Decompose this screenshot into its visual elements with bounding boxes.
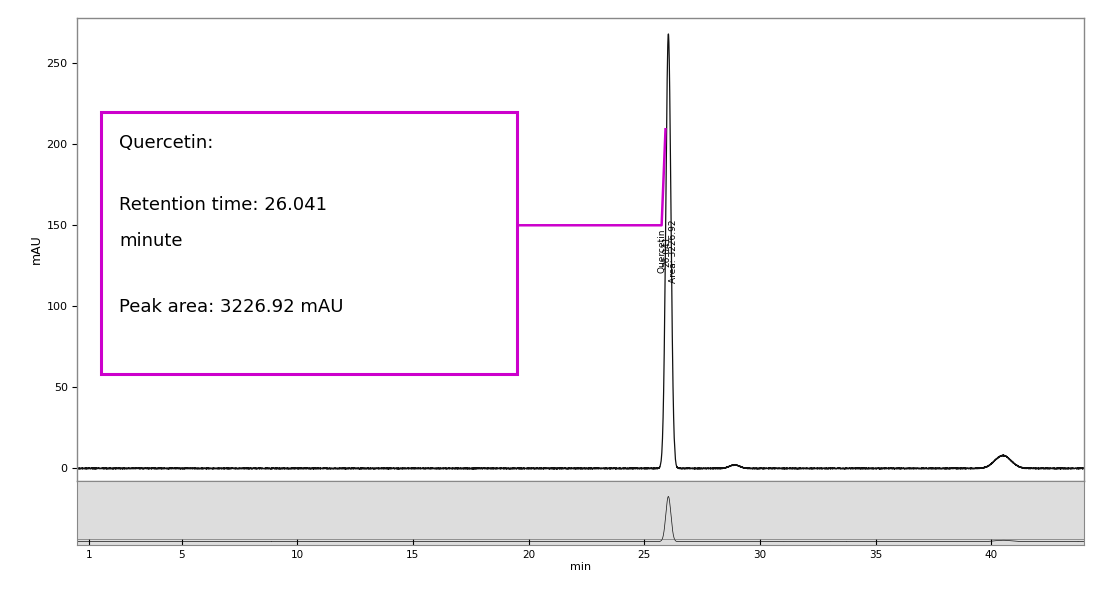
Bar: [101, 112, 517, 374]
Text: Area: 3226.92: Area: 3226.92: [669, 220, 678, 283]
Text: 26.041: 26.041: [662, 236, 671, 267]
Text: Peak area: 3226.92 mAU: Peak area: 3226.92 mAU: [119, 298, 344, 316]
Text: Quercetin:: Quercetin:: [119, 134, 213, 153]
X-axis label: min: min: [570, 562, 592, 572]
Text: Retention time: 26.041: Retention time: 26.041: [119, 196, 327, 214]
Y-axis label: mAU: mAU: [30, 234, 42, 265]
Text: Quercetin: Quercetin: [657, 229, 667, 274]
Text: minute: minute: [119, 231, 182, 250]
